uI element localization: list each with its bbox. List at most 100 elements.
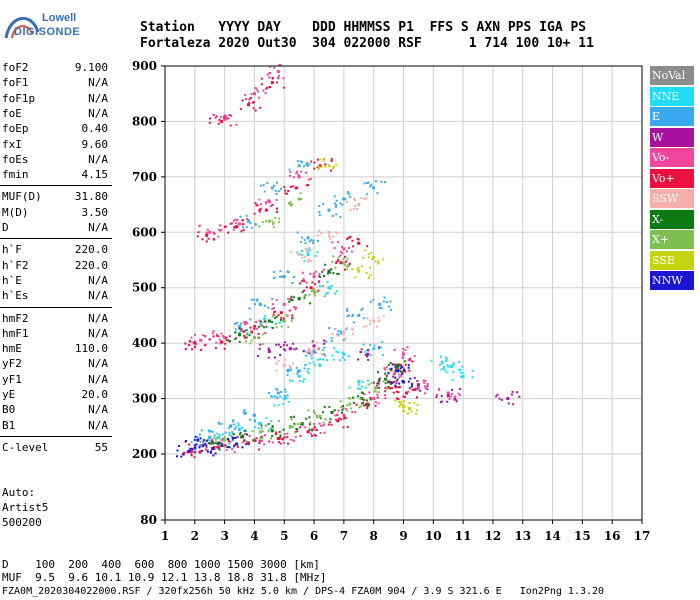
data-point-speck [267,356,270,359]
data-point-speck [400,370,403,373]
data-point-speck [273,395,276,398]
data-point-speck [399,374,402,377]
data-point-speck [370,382,373,385]
data-point-speck [240,322,243,325]
data-point-speck [301,236,304,239]
data-point-speck [228,446,231,449]
data-point-speck [232,228,235,231]
data-point-speck [439,401,442,404]
data-point-speck [276,81,279,84]
data-point-speck [247,443,250,446]
data-point-speck [180,455,183,458]
data-point-speck [216,442,219,445]
param-separator [0,185,112,187]
data-point-speck [276,388,279,391]
data-point-speck [461,365,464,368]
data-point-speck [233,226,236,229]
data-point-speck [317,165,320,168]
data-point-speck [358,406,361,409]
data-point-speck [393,380,396,383]
data-point-speck [346,191,349,194]
data-point-speck [336,413,339,416]
param-row: MUF(D) 31.80 [2,189,110,204]
data-point-speck [377,260,380,263]
data-point-speck [263,190,266,193]
data-point-speck [377,316,380,319]
param-row: fmin 4.15 [2,167,110,182]
param-row: B1 N/A [2,418,110,433]
data-point-speck [471,369,474,372]
data-point-speck [273,404,276,407]
data-point-speck [345,265,348,268]
data-point-speck [404,348,407,351]
data-point-speck [339,202,342,205]
data-point-speck [322,284,325,287]
data-point [279,311,283,315]
data-point-speck [245,217,248,220]
param-value: N/A [88,289,108,303]
data-point-speck [228,432,231,435]
data-point-speck [214,452,217,455]
data-point-speck [291,314,294,317]
data-point-speck [296,430,299,433]
data-point-speck [394,399,397,402]
data-point-speck [347,397,350,400]
data-point-speck [245,443,248,446]
data-point-speck [318,281,321,284]
data-point-speck [261,221,264,224]
data-point-speck [257,355,260,358]
data-point-speck [512,403,515,406]
data-point-speck [310,238,313,241]
data-point-speck [337,272,340,275]
data-point-speck [249,331,252,334]
data-point [196,438,200,442]
param-key: B0 [2,403,16,417]
data-point-speck [393,372,396,375]
data-point [223,117,227,121]
data-point-speck [386,386,389,389]
data-point-speck [229,340,232,343]
data-point-speck [403,370,406,373]
data-point [217,435,221,439]
data-point-speck [254,420,257,423]
data-point-speck [296,423,299,426]
data-point-speck [403,410,406,413]
data-point-speck [217,235,220,238]
data-point-speck [330,169,333,172]
data-point-speck [248,418,251,421]
data-point-speck [440,394,443,397]
data-point-speck [265,325,268,328]
y-tick-label: 700 [132,170,157,184]
x-tick-label: 4 [250,529,258,543]
data-point-speck [367,348,370,351]
data-point-speck [260,424,263,427]
y-tick-label: 80 [140,513,157,527]
legend-item-vo-: Vo+ [650,168,694,188]
data-point [238,222,242,226]
data-point-speck [304,426,307,429]
data-point-speck [383,296,386,299]
data-point-speck [402,351,405,354]
data-point-speck [423,385,426,388]
data-point-speck [307,183,310,186]
data-point-speck [337,258,340,261]
data-point [297,197,301,201]
data-point-speck [244,429,247,432]
data-point-speck [510,393,513,396]
data-point-speck [272,226,275,229]
data-point-speck [244,93,247,96]
param-row: foF1p N/A [2,91,110,106]
data-point-speck [349,397,352,400]
data-point-speck [279,442,282,445]
data-point-speck [454,398,457,401]
data-point-speck [262,317,265,320]
data-point-speck [282,317,285,320]
data-point-speck [234,331,237,334]
data-point-speck [362,401,365,404]
data-point-speck [299,282,302,285]
data-point-speck [422,379,425,382]
data-point-speck [286,432,289,435]
data-point-speck [232,423,235,426]
logo-text-lowell: Lowell [42,12,77,24]
